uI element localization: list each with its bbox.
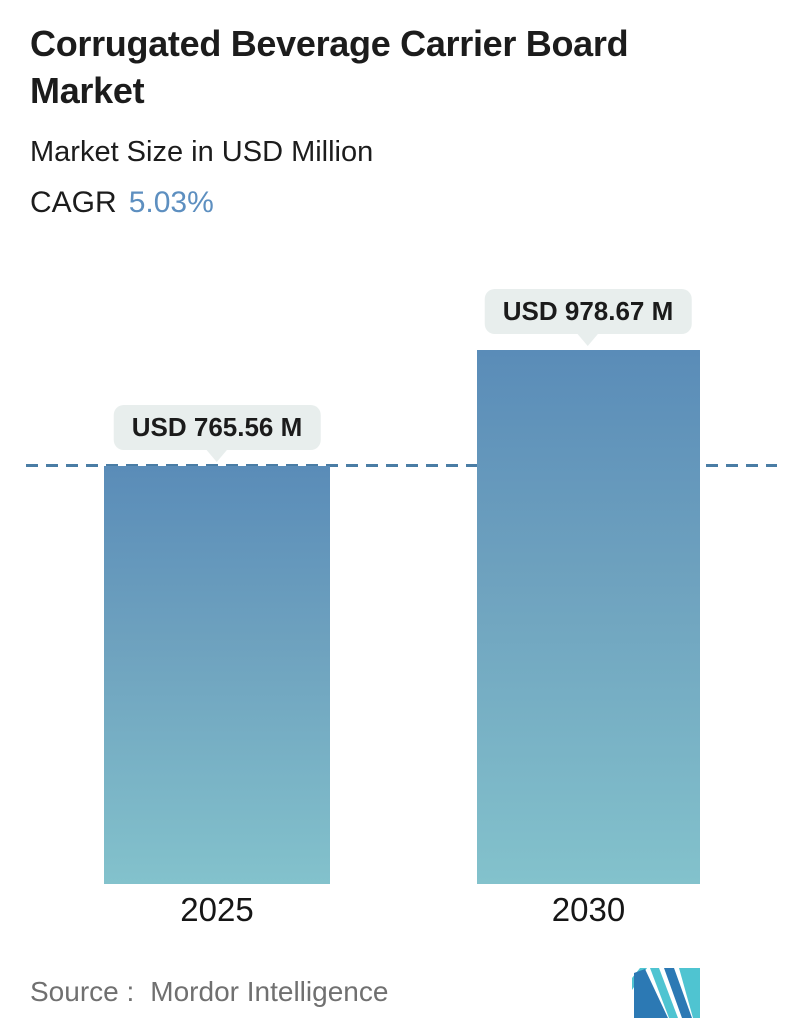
logo-blue-right: [664, 968, 692, 1018]
reference-dashed-line: [26, 464, 777, 467]
value-callout-2030: USD 978.67 M: [484, 289, 692, 334]
source-value: Mordor Intelligence: [150, 976, 389, 1007]
logo-blue-left: [634, 969, 668, 1018]
bar-2025: [104, 466, 330, 884]
page-title: Corrugated Beverage Carrier Board Market: [30, 20, 629, 114]
logo-teal-right: [679, 968, 700, 1018]
bar-2030: [477, 350, 700, 884]
x-axis-label-2025: 2025: [180, 891, 254, 928]
mordor-intelligence-logo: [632, 968, 700, 1018]
source-label: Source :: [30, 976, 135, 1007]
cagr-row: CAGR 5.03%: [30, 186, 214, 220]
x-axis-label-2030: 2030: [551, 891, 626, 928]
value-callout-2025-text: USD 765.56 M: [131, 412, 303, 442]
cagr-label: CAGR: [30, 186, 117, 219]
cagr-value: 5.03%: [128, 186, 214, 219]
logo-teal-middle: [650, 968, 678, 1018]
source-line: Source : Mordor Intelligence: [30, 976, 388, 1008]
value-callout-2030-text: USD 978.67 M: [502, 296, 674, 326]
chart-subtitle: Market Size in USD Million: [30, 136, 374, 168]
value-callout-2025: USD 765.56 M: [113, 405, 321, 450]
page-title-line-1: Corrugated Beverage Carrier Board: [30, 23, 629, 64]
page-title-line-2: Market: [30, 70, 145, 111]
